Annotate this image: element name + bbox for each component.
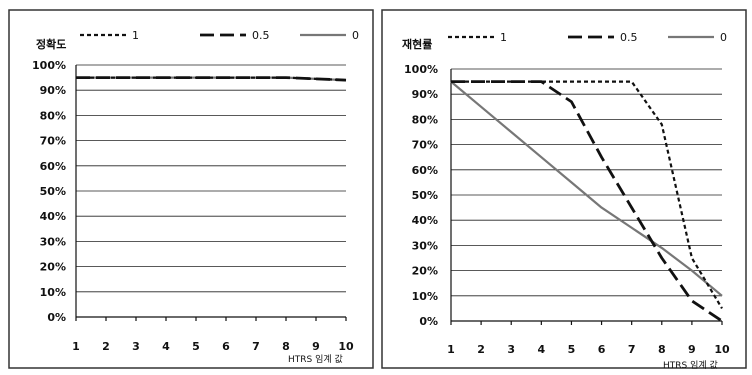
accuracy-x-tick-label: 8 — [282, 340, 290, 353]
recall-x-ticks: 1 2 3 4 5 6 7 8 9 10 — [447, 343, 730, 356]
recall-y-tick-label: 80% — [412, 113, 438, 126]
accuracy-x-tick-label: 4 — [162, 340, 170, 353]
accuracy-x-tick-label: 7 — [252, 340, 260, 353]
recall-y-ticks: 0% 10% 20% 30% 40% 50% 60% 70% 80% 90% 100% — [404, 63, 438, 328]
recall-x-tick-label: 6 — [598, 343, 606, 356]
accuracy-y-axis-label: 정확도 — [36, 37, 66, 51]
accuracy-x-axis-label: HTRS 임계 값 — [288, 353, 343, 365]
accuracy-y-tick-label: 60% — [40, 160, 66, 173]
recall-y-tick-label: 20% — [412, 265, 438, 278]
recall-series — [450, 80, 723, 323]
accuracy-y-tick-label: 10% — [40, 286, 66, 299]
recall-series-line-0 — [450, 80, 723, 297]
recall-x-tick-label: 1 — [447, 343, 455, 356]
recall-legend: 1 0.5 0 — [448, 31, 727, 44]
recall-axes — [450, 69, 723, 325]
accuracy-legend: 1 0.5 0 — [80, 29, 359, 42]
recall-chart-panel: 재현률 HTRS 임계 값 0%10%20%30%40%50%60%70%80%… — [381, 9, 747, 371]
accuracy-y-tick-label: 0% — [47, 311, 66, 324]
recall-y-tick-label: 30% — [412, 239, 438, 252]
accuracy-y-tick-label: 30% — [40, 235, 66, 248]
recall-y-tick-label: 60% — [412, 164, 438, 177]
recall-y-tick-label: 10% — [412, 290, 438, 303]
recall-x-tick-label: 8 — [658, 343, 666, 356]
accuracy-x-tick-label: 5 — [192, 340, 200, 353]
accuracy-x-ticks: 1 2 3 4 5 6 7 8 9 10 — [72, 340, 354, 353]
accuracy-x-tick-label: 1 — [72, 340, 80, 353]
accuracy-x-tick-label: 10 — [338, 340, 354, 353]
accuracy-grid — [76, 64, 346, 293]
recall-series-line-0.5 — [451, 80, 723, 323]
recall-y-axis-label: 재현률 — [402, 37, 432, 51]
recall-x-tick-label: 7 — [628, 343, 636, 356]
accuracy-legend-label-0.5: 0.5 — [252, 29, 270, 42]
accuracy-x-tick-label: 3 — [132, 340, 140, 353]
accuracy-y-tick-label: 90% — [40, 84, 66, 97]
accuracy-chart-frame — [8, 9, 374, 369]
accuracy-y-tick-label: 100% — [32, 59, 66, 72]
recall-x-tick-label: 10 — [714, 343, 730, 356]
recall-y-tick-label: 90% — [412, 88, 438, 101]
accuracy-y-tick-label: 70% — [40, 135, 66, 148]
accuracy-series — [76, 76, 347, 82]
recall-y-tick-label: 40% — [412, 214, 438, 227]
recall-y-tick-label: 70% — [412, 139, 438, 152]
accuracy-y-tick-label: 40% — [40, 210, 66, 223]
recall-y-tick-label: 0% — [419, 315, 438, 328]
recall-y-tick-label: 100% — [404, 63, 438, 76]
recall-y-tick-label: 50% — [412, 189, 438, 202]
accuracy-y-tick-label: 80% — [40, 109, 66, 122]
recall-legend-label-0.5: 0.5 — [620, 31, 638, 44]
recall-x-tick-label: 5 — [568, 343, 576, 356]
recall-legend-label-0: 0 — [720, 31, 727, 44]
accuracy-chart-panel: 정확도 HTRS 임계 값 0%10%20%30%40%50%60%70%80%… — [8, 9, 374, 369]
accuracy-legend-label-0: 0 — [352, 29, 359, 42]
accuracy-y-tick-label: 20% — [40, 261, 66, 274]
recall-grid — [451, 68, 722, 297]
accuracy-legend-label-1: 1 — [132, 29, 139, 42]
accuracy-y-tick-label: 50% — [40, 185, 66, 198]
accuracy-x-tick-label: 6 — [222, 340, 230, 353]
accuracy-x-tick-label: 9 — [312, 340, 320, 353]
accuracy-x-tick-label: 2 — [102, 340, 110, 353]
recall-legend-label-1: 1 — [500, 31, 507, 44]
accuracy-axes — [75, 65, 347, 321]
recall-x-tick-label: 4 — [538, 343, 546, 356]
recall-x-axis-label: HTRS 임계 값 — [663, 359, 718, 371]
accuracy-y-ticks: 0% 10% 20% 30% 40% 50% 60% 70% 80% 90% 100% — [32, 59, 66, 324]
recall-chart-frame — [381, 9, 747, 369]
accuracy-series-line-0.5 — [76, 76, 347, 82]
recall-x-tick-label: 9 — [688, 343, 696, 356]
recall-x-tick-label: 3 — [507, 343, 515, 356]
recall-x-tick-label: 2 — [477, 343, 485, 356]
